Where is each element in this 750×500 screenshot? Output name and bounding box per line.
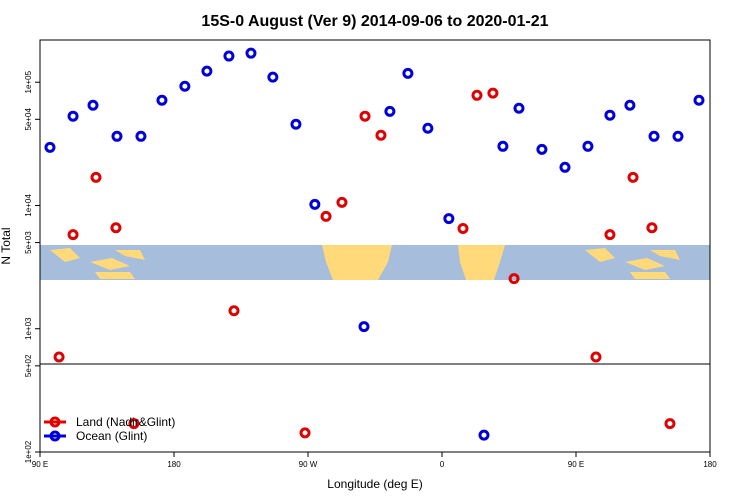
point <box>245 47 257 59</box>
point <box>87 99 99 111</box>
x-axis-label: Longitude (deg E) <box>327 477 422 491</box>
point <box>358 321 370 333</box>
point <box>320 210 332 222</box>
point <box>267 71 279 83</box>
point <box>67 229 79 241</box>
point <box>228 305 240 317</box>
point <box>299 427 311 439</box>
point <box>672 130 684 142</box>
y-tick-label: 5e+03 <box>24 231 33 254</box>
point <box>179 80 191 92</box>
legend-marker <box>49 430 61 442</box>
point <box>290 118 302 130</box>
point <box>135 130 147 142</box>
point <box>627 171 639 183</box>
x-tick-label: 90 E <box>32 460 48 469</box>
y-tick-label: 1e+05 <box>24 70 33 93</box>
point <box>44 141 56 153</box>
point <box>487 87 499 99</box>
point <box>582 140 594 152</box>
chart-title: 15S-0 August (Ver 9) 2014-09-06 to 2020-… <box>201 13 548 30</box>
point <box>359 110 371 122</box>
point <box>646 222 658 234</box>
legend-marker <box>49 416 61 428</box>
map-band <box>40 245 710 280</box>
point <box>471 89 483 101</box>
x-tick-label: 0 <box>440 460 445 469</box>
x-tick-label: 90 E <box>568 460 584 469</box>
point <box>457 223 469 235</box>
point <box>513 102 525 114</box>
legend-label: Land (Nadir&Glint) <box>76 415 175 429</box>
legend-label: Ocean (Glint) <box>76 429 147 443</box>
point <box>336 196 348 208</box>
point <box>67 110 79 122</box>
x-tick-label: 180 <box>167 460 181 469</box>
x-tick-label: 90 W <box>299 460 318 469</box>
point <box>156 94 168 106</box>
y-axis-label: N Total <box>0 227 13 264</box>
point <box>508 273 520 285</box>
plot-frame <box>39 39 711 453</box>
point <box>422 122 434 134</box>
point <box>402 67 414 79</box>
point <box>201 65 213 77</box>
y-tick-label: 5e+04 <box>24 108 33 131</box>
point <box>693 94 705 106</box>
point <box>384 105 396 117</box>
point <box>90 171 102 183</box>
point <box>375 129 387 141</box>
point <box>648 130 660 142</box>
point <box>559 161 571 173</box>
y-tick-label: 5e+02 <box>24 354 33 377</box>
point <box>110 222 122 234</box>
point <box>536 143 548 155</box>
point <box>497 140 509 152</box>
point <box>478 429 490 441</box>
point <box>223 50 235 62</box>
point <box>604 109 616 121</box>
point <box>604 229 616 241</box>
point <box>664 418 676 430</box>
y-tick-label: 1e+04 <box>24 194 33 217</box>
point <box>128 418 140 430</box>
point <box>53 351 65 363</box>
point <box>443 213 455 225</box>
point <box>111 130 123 142</box>
point <box>590 351 602 363</box>
y-tick-label: 1e+03 <box>24 317 33 340</box>
point <box>309 198 321 210</box>
x-tick-label: 180 <box>703 460 717 469</box>
point <box>624 99 636 111</box>
y-tick-label: 1e+02 <box>24 440 33 463</box>
